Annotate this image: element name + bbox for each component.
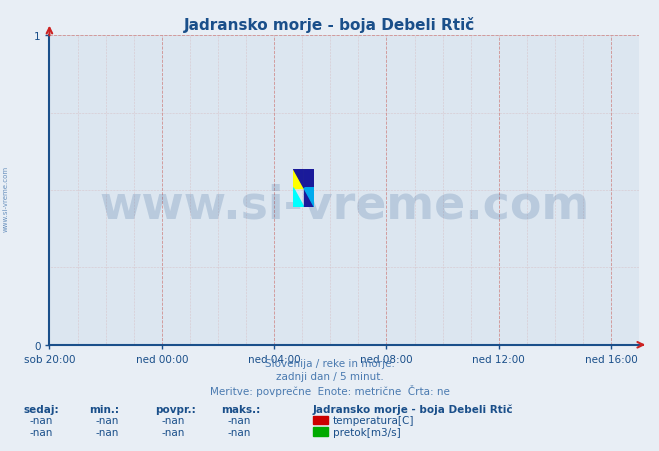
- Polygon shape: [304, 169, 314, 207]
- Text: www.si-vreme.com: www.si-vreme.com: [2, 166, 9, 231]
- Text: pretok[m3/s]: pretok[m3/s]: [333, 427, 401, 437]
- Text: zadnji dan / 5 minut.: zadnji dan / 5 minut.: [275, 372, 384, 382]
- Text: -nan: -nan: [227, 415, 250, 425]
- Text: -nan: -nan: [30, 415, 53, 425]
- Text: -nan: -nan: [161, 427, 185, 437]
- Text: www.si-vreme.com: www.si-vreme.com: [100, 184, 589, 229]
- Text: maks.:: maks.:: [221, 404, 260, 414]
- Text: Jadransko morje - boja Debeli Rtič: Jadransko morje - boja Debeli Rtič: [313, 404, 513, 414]
- Text: -nan: -nan: [96, 427, 119, 437]
- Text: -nan: -nan: [96, 415, 119, 425]
- Polygon shape: [304, 189, 314, 207]
- Text: temperatura[C]: temperatura[C]: [333, 415, 415, 425]
- Text: -nan: -nan: [227, 427, 250, 437]
- Text: -nan: -nan: [161, 415, 185, 425]
- Text: -nan: -nan: [30, 427, 53, 437]
- Polygon shape: [293, 169, 304, 189]
- Bar: [293, 169, 304, 189]
- Text: min.:: min.:: [89, 404, 119, 414]
- Text: Meritve: povprečne  Enote: metrične  Črta: ne: Meritve: povprečne Enote: metrične Črta:…: [210, 384, 449, 396]
- Text: Slovenija / reke in morje.: Slovenija / reke in morje.: [264, 358, 395, 368]
- Text: sedaj:: sedaj:: [23, 404, 59, 414]
- Text: Jadransko morje - boja Debeli Rtič: Jadransko morje - boja Debeli Rtič: [184, 17, 475, 33]
- Polygon shape: [293, 189, 304, 207]
- Text: povpr.:: povpr.:: [155, 404, 196, 414]
